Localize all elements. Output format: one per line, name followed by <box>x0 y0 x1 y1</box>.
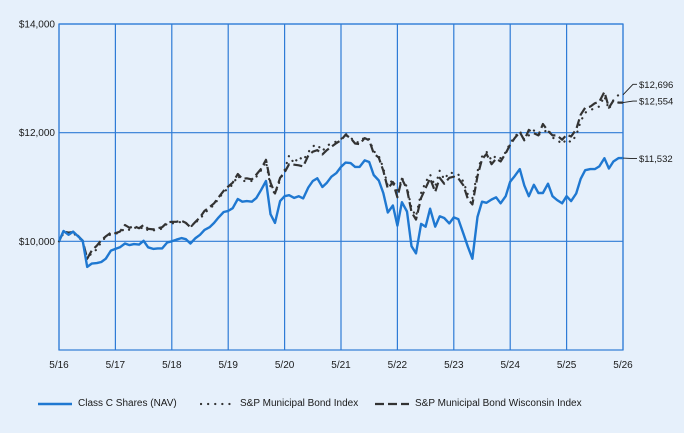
legend-item-wisconsin-index: S&P Municipal Bond Wisconsin Index <box>375 398 582 409</box>
x-tick-label-6: 5/22 <box>388 360 408 371</box>
legend-label-nav: Class C Shares (NAV) <box>78 398 177 409</box>
end-value-label-wisconsin-index: $12,554 <box>639 97 673 108</box>
y-axis-tick-labels: $10,000 $12,000 $14,000 <box>19 20 56 248</box>
end-leader-muni-index <box>622 83 637 96</box>
legend-swatch-muni-index <box>200 402 234 405</box>
legend-swatch-nav <box>38 402 72 405</box>
end-value-labels: $11,532 $12,696 $12,554 <box>622 80 673 165</box>
x-tick-label-0: 5/16 <box>49 360 69 371</box>
chart-svg: $10,000$12,000$14,000 5/16 5/17 5/18 5/19 5/… <box>19 20 674 372</box>
x-tick-label-8: 5/24 <box>500 360 520 371</box>
end-leader-nav <box>622 157 637 160</box>
x-tick-label-3: 5/19 <box>218 360 238 371</box>
x-tick-label-9: 5/25 <box>557 360 577 371</box>
series-line-wisconsin-index <box>58 90 623 260</box>
legend-label-wisconsin-index: S&P Municipal Bond Wisconsin Index <box>415 398 582 409</box>
legend-item-nav: Class C Shares (NAV) <box>38 398 177 409</box>
series-line-muni-index <box>57 93 625 261</box>
x-tick-label-2: 5/18 <box>162 360 182 371</box>
series-lines <box>57 90 625 269</box>
y-tick-label-1: $12,000 <box>19 128 56 139</box>
x-axis-tick-labels: 5/16 5/17 5/18 5/19 5/20 5/21 5/22 5/23 5/24 5/25… <box>49 360 633 371</box>
x-tick-label-7: 5/23 <box>444 360 464 371</box>
x-tick-label-4: 5/20 <box>275 360 295 371</box>
end-value-label-muni-index: $12,696 <box>639 80 673 91</box>
legend-item-muni-index: S&P Municipal Bond Index <box>200 398 358 409</box>
series-line-nav <box>57 156 623 269</box>
grid-lines <box>58 23 624 351</box>
end-value-label-nav: $11,532 <box>639 154 673 165</box>
legend-label-muni-index: S&P Municipal Bond Index <box>240 398 359 409</box>
x-tick-label-5: 5/21 <box>331 360 351 371</box>
y-tick-label-0: $10,000 <box>19 237 56 248</box>
legend-swatch-wisconsin-index <box>375 402 409 405</box>
x-tick-label-10: 5/26 <box>613 360 633 371</box>
y-tick-label-2: $14,000 <box>19 20 56 31</box>
end-leader-wisconsin-index <box>622 100 637 104</box>
x-tick-label-1: 5/17 <box>106 360 126 371</box>
legend: Class C Shares (NAV) S&P Municipal Bond … <box>0 398 684 420</box>
